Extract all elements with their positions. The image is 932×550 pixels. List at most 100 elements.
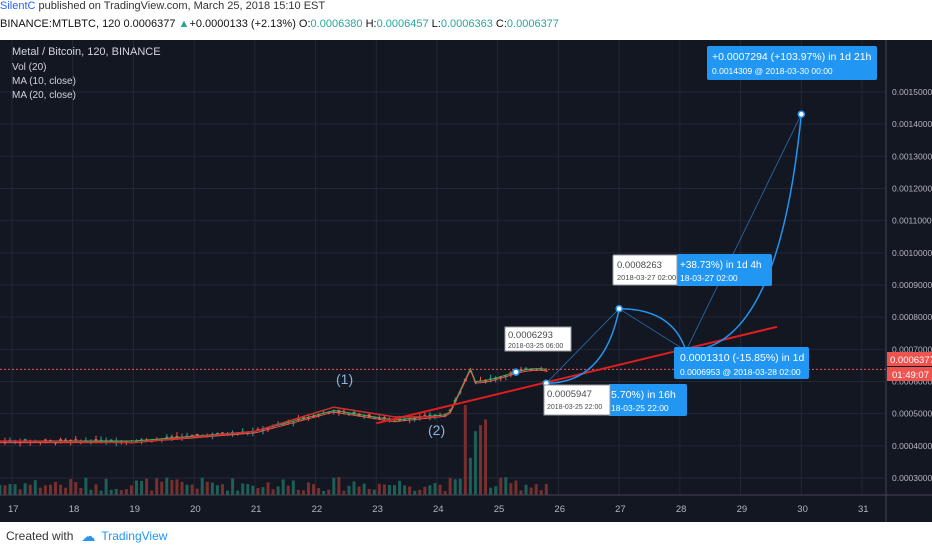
volume-bar [18,489,22,495]
callout-main-title: +0.0007294 (+103.97%) in 1d 21h [712,51,872,63]
x-tick-label: 20 [190,504,201,515]
candle-body [195,434,199,436]
candle-body [220,432,224,434]
volume-bar [23,483,27,495]
candle-body [296,418,300,421]
symbol-bar: BINANCE:MTLBTC, 120 0.0006377 ▲+0.000013… [0,18,932,34]
volume-bar [524,484,528,495]
volume-bar [246,484,250,495]
publish-header: SilentC published on TradingView.com, Ma… [0,0,932,16]
volume-bar [332,477,336,495]
last-price: 0.0006377 [123,18,176,30]
callout-0006953: 0.0001310 (-15.85%) in 1d 0.0006953 @ 20… [674,347,809,379]
y-tick-label: 0.0012000 [892,184,932,194]
svg-text:01:49:07: 01:49:07 [892,370,929,381]
volume-bar [99,490,103,495]
legend-ma20: MA (20, close) [12,90,76,101]
volume-bar [494,486,498,495]
volume-bar [327,489,331,495]
x-tick-label: 21 [251,504,262,515]
y-tick-label: 0.0006000 [892,377,932,387]
callout-0006293: 0.0006293 2018-03-25 06:00 [504,326,572,352]
volume-bar [352,481,356,495]
x-tick-label: 19 [129,504,140,515]
chart-area[interactable]: 0.0015000 0.0014000 0.0013000 0.0012000 0.00… [0,40,932,522]
volume-bar [251,485,255,495]
volume-bar [8,484,12,495]
x-tick-label: 24 [433,504,444,515]
projection-point [512,368,520,376]
volume-bar [180,481,184,495]
volume-bar [357,486,361,495]
candle-body [256,428,260,430]
volume-bar [210,482,214,495]
volume-bar [74,482,78,495]
svg-text:2018-03-25 06:00: 2018-03-25 06:00 [508,343,563,350]
volume-bar [337,477,341,495]
candle-body [59,439,63,442]
volume-bar [322,490,326,495]
candle-body [544,370,548,372]
volume-bar [443,490,447,495]
volume-bar [489,487,493,495]
candle-body [23,439,27,442]
callout-0008263: +38.73%) in 1d 4h 18-03-27 02:00 0.00082… [612,254,772,286]
candle-body [327,411,331,413]
publish-info: published on TradingView.com, March 25, … [38,0,326,12]
x-tick-label: 30 [797,504,808,515]
x-tick-label: 31 [858,504,869,515]
candle-body [524,367,528,369]
candle-body [312,415,316,418]
candle-body [428,414,432,417]
volume-bar [408,486,412,495]
volume-bar [509,483,513,495]
legend-title: Metal / Bitcoin, 120, BINANCE [12,46,161,58]
volume-bar [519,490,523,495]
volume-bar [276,486,280,495]
candle-body [382,416,386,418]
author-link[interactable]: SilentC [0,0,36,12]
footer: Created with ☁ TradingView [0,522,932,550]
volume-bar [312,484,316,495]
trendline-price [376,325,778,425]
volume-bar [54,481,58,495]
volume-bar [468,457,472,495]
volume-bar [195,488,199,495]
volume-bar [393,485,396,495]
volume-bar [205,481,209,495]
chart-canvas[interactable]: 0.0015000 0.0014000 0.0013000 0.0012000 0.00… [0,40,932,522]
volume-bar [398,480,402,495]
candle-body [170,436,174,439]
tradingview-link[interactable]: TradingView [101,529,168,543]
candle-body [423,415,427,417]
y-tick-label: 0.0004000 [892,441,932,451]
close-value: 0.0006377 [506,18,559,30]
current-price-badge: 0.0006377 01:49:07 [887,352,932,381]
projection-segment [618,308,687,352]
candle-body [519,369,523,371]
candle-body [448,409,452,412]
created-with-text: Created with [6,529,74,543]
volume-bar [306,482,310,495]
x-tick-label: 17 [8,504,19,515]
volume-bar [59,484,63,495]
svg-text:2018-03-27 02:00: 2018-03-27 02:00 [617,273,676,282]
volume-bar [256,488,260,495]
volume-bar [387,484,391,495]
volume-bar [514,480,518,495]
volume-bar [165,477,169,495]
x-tick-label: 28 [676,504,687,515]
volume-bar [0,484,2,495]
volume-bar [236,490,240,495]
svg-text:0.0005947: 0.0005947 [547,389,592,400]
y-tick-label: 0.0013000 [892,151,932,161]
low-label: L: [431,18,441,30]
tradingview-logo-icon[interactable]: ☁ [81,527,96,544]
volume-bar [114,488,118,495]
volume-bar [291,480,295,495]
candle-body [377,418,381,420]
volume-bar [382,484,386,495]
high-label: H: [365,18,377,30]
candle-body [134,440,138,443]
volume-bar [226,490,230,495]
